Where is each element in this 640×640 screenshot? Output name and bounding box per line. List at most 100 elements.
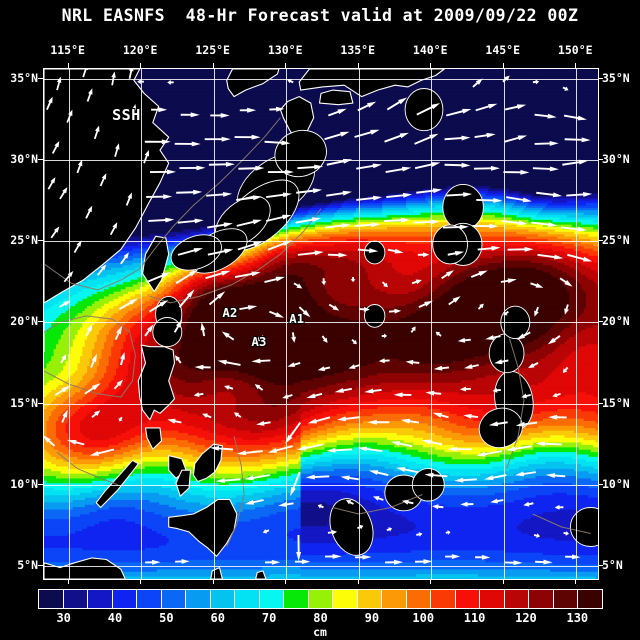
current-vector-arrow (256, 335, 264, 342)
current-vector-arrow (492, 388, 501, 393)
current-vector-arrow (290, 471, 301, 497)
map-plot-area[interactable]: SSH A2 A1 A3 (43, 68, 599, 580)
lon-tick-label-135: 135°E (340, 43, 376, 57)
current-vector-arrow (148, 217, 175, 223)
current-vector-arrow (236, 450, 263, 456)
current-vector-arrow (262, 529, 270, 534)
gridline-lat-10 (44, 485, 598, 486)
current-vector-arrow (244, 499, 264, 505)
lat-tick-label-20-left: 20°N (10, 314, 38, 329)
current-vector-arrow (67, 440, 85, 446)
colorbar-cell-22 (578, 590, 602, 608)
lon-tickmark (430, 63, 432, 68)
current-vector-arrow (295, 559, 311, 565)
colorbar-tick-40: 40 (107, 611, 123, 625)
current-vector-arrow (175, 559, 190, 564)
current-vector-arrow (414, 133, 439, 145)
current-vector-arrow (296, 188, 323, 194)
current-vector-arrow (210, 446, 234, 451)
current-vector-arrow (410, 326, 416, 333)
current-vector-arrow (528, 362, 539, 369)
lon-tick-label-120: 120°E (122, 43, 158, 57)
colorbar[interactable] (38, 589, 603, 609)
current-vector-arrow (490, 498, 504, 504)
current-vector-arrow (202, 413, 212, 419)
current-vector-arrow (548, 414, 567, 420)
lat-tick-label-35-left: 35°N (10, 70, 38, 85)
page-title: NRL EASNFS 48-Hr Forecast valid at 2009/… (61, 6, 579, 25)
lat-tick-label-5-left: 5°N (17, 558, 38, 572)
current-vector-arrow (534, 306, 539, 317)
land-overlay-arrow (120, 252, 129, 265)
colorbar-tick-30: 30 (56, 611, 71, 625)
land-overlay-arrow (56, 76, 62, 91)
current-vector-arrow (285, 422, 302, 444)
current-vector-arrow (193, 392, 204, 397)
lat-tickmark (38, 402, 43, 404)
current-vector-arrow (470, 270, 488, 278)
eddy-a1: A1 (289, 311, 305, 327)
island-okinotori (364, 304, 386, 328)
island-izu-1 (404, 88, 444, 132)
current-vector-arrow (433, 365, 450, 371)
current-vector-arrow (507, 246, 534, 252)
current-vector-arrow (435, 331, 442, 337)
island-guam (478, 407, 523, 449)
current-vector-arrow (359, 306, 370, 312)
lon-tick-label-150: 150°E (557, 43, 593, 57)
current-vector-arrow (411, 279, 422, 285)
current-vector-arrow (267, 169, 294, 175)
current-vector-arrow (415, 559, 433, 564)
current-vector-arrow (350, 277, 356, 283)
land-overlay-arrow (128, 69, 134, 79)
land-overlay-arrow (97, 264, 107, 276)
current-vector-arrow (387, 248, 404, 254)
island-volcano-1 (432, 224, 468, 265)
gridline-lon-140 (431, 69, 432, 579)
current-vector-arrow (383, 217, 410, 223)
current-vector-arrow (459, 386, 471, 392)
current-vector-arrow (501, 220, 528, 226)
current-vector-arrow (176, 189, 203, 195)
lat-tickmark (38, 483, 43, 485)
current-vector-arrow (287, 78, 294, 84)
current-vector-arrow (351, 339, 357, 345)
colorbar-cell-7 (210, 590, 236, 608)
current-vector-arrow (326, 447, 353, 453)
current-vector-arrow (357, 446, 383, 452)
current-vector-arrow (562, 366, 569, 373)
land-overlay-arrow (63, 271, 74, 283)
current-vector-arrow (336, 416, 360, 422)
land-overlay-arrow (46, 96, 53, 110)
current-vector-arrow (506, 196, 532, 203)
current-vector-arrow (417, 252, 430, 258)
eddy-a3: A3 (251, 333, 267, 349)
lon-tick-label-140: 140°E (412, 43, 448, 57)
current-vector-arrow (144, 324, 154, 337)
current-vector-arrow (54, 385, 71, 396)
lat-tickmark (38, 77, 43, 79)
current-vector-arrow (206, 192, 233, 197)
current-vector-arrow (506, 445, 532, 452)
land-china-mainland (44, 69, 170, 304)
land-sulawesi (210, 567, 223, 579)
current-vector-arrow (416, 532, 423, 537)
current-vector-arrow (476, 198, 503, 203)
land-overlay-arrow (125, 192, 132, 206)
current-vector-arrow (448, 296, 461, 306)
gridline-lon-115 (69, 69, 70, 579)
current-vector-arrow (559, 277, 573, 287)
current-vector-arrow (291, 332, 296, 343)
land-korea (226, 69, 280, 98)
current-vector-arrow (208, 291, 226, 306)
lon-tickmark (357, 579, 359, 584)
land-overlay-arrow (51, 141, 60, 154)
current-vector-arrow (547, 335, 561, 345)
current-vector-arrow (151, 107, 168, 113)
lon-tickmark (430, 579, 432, 584)
current-vector-arrow (364, 388, 382, 394)
lat-tick-label-5-right: 5°N (602, 558, 623, 572)
current-vector-arrow (234, 271, 261, 278)
current-vector-arrow (385, 559, 404, 565)
